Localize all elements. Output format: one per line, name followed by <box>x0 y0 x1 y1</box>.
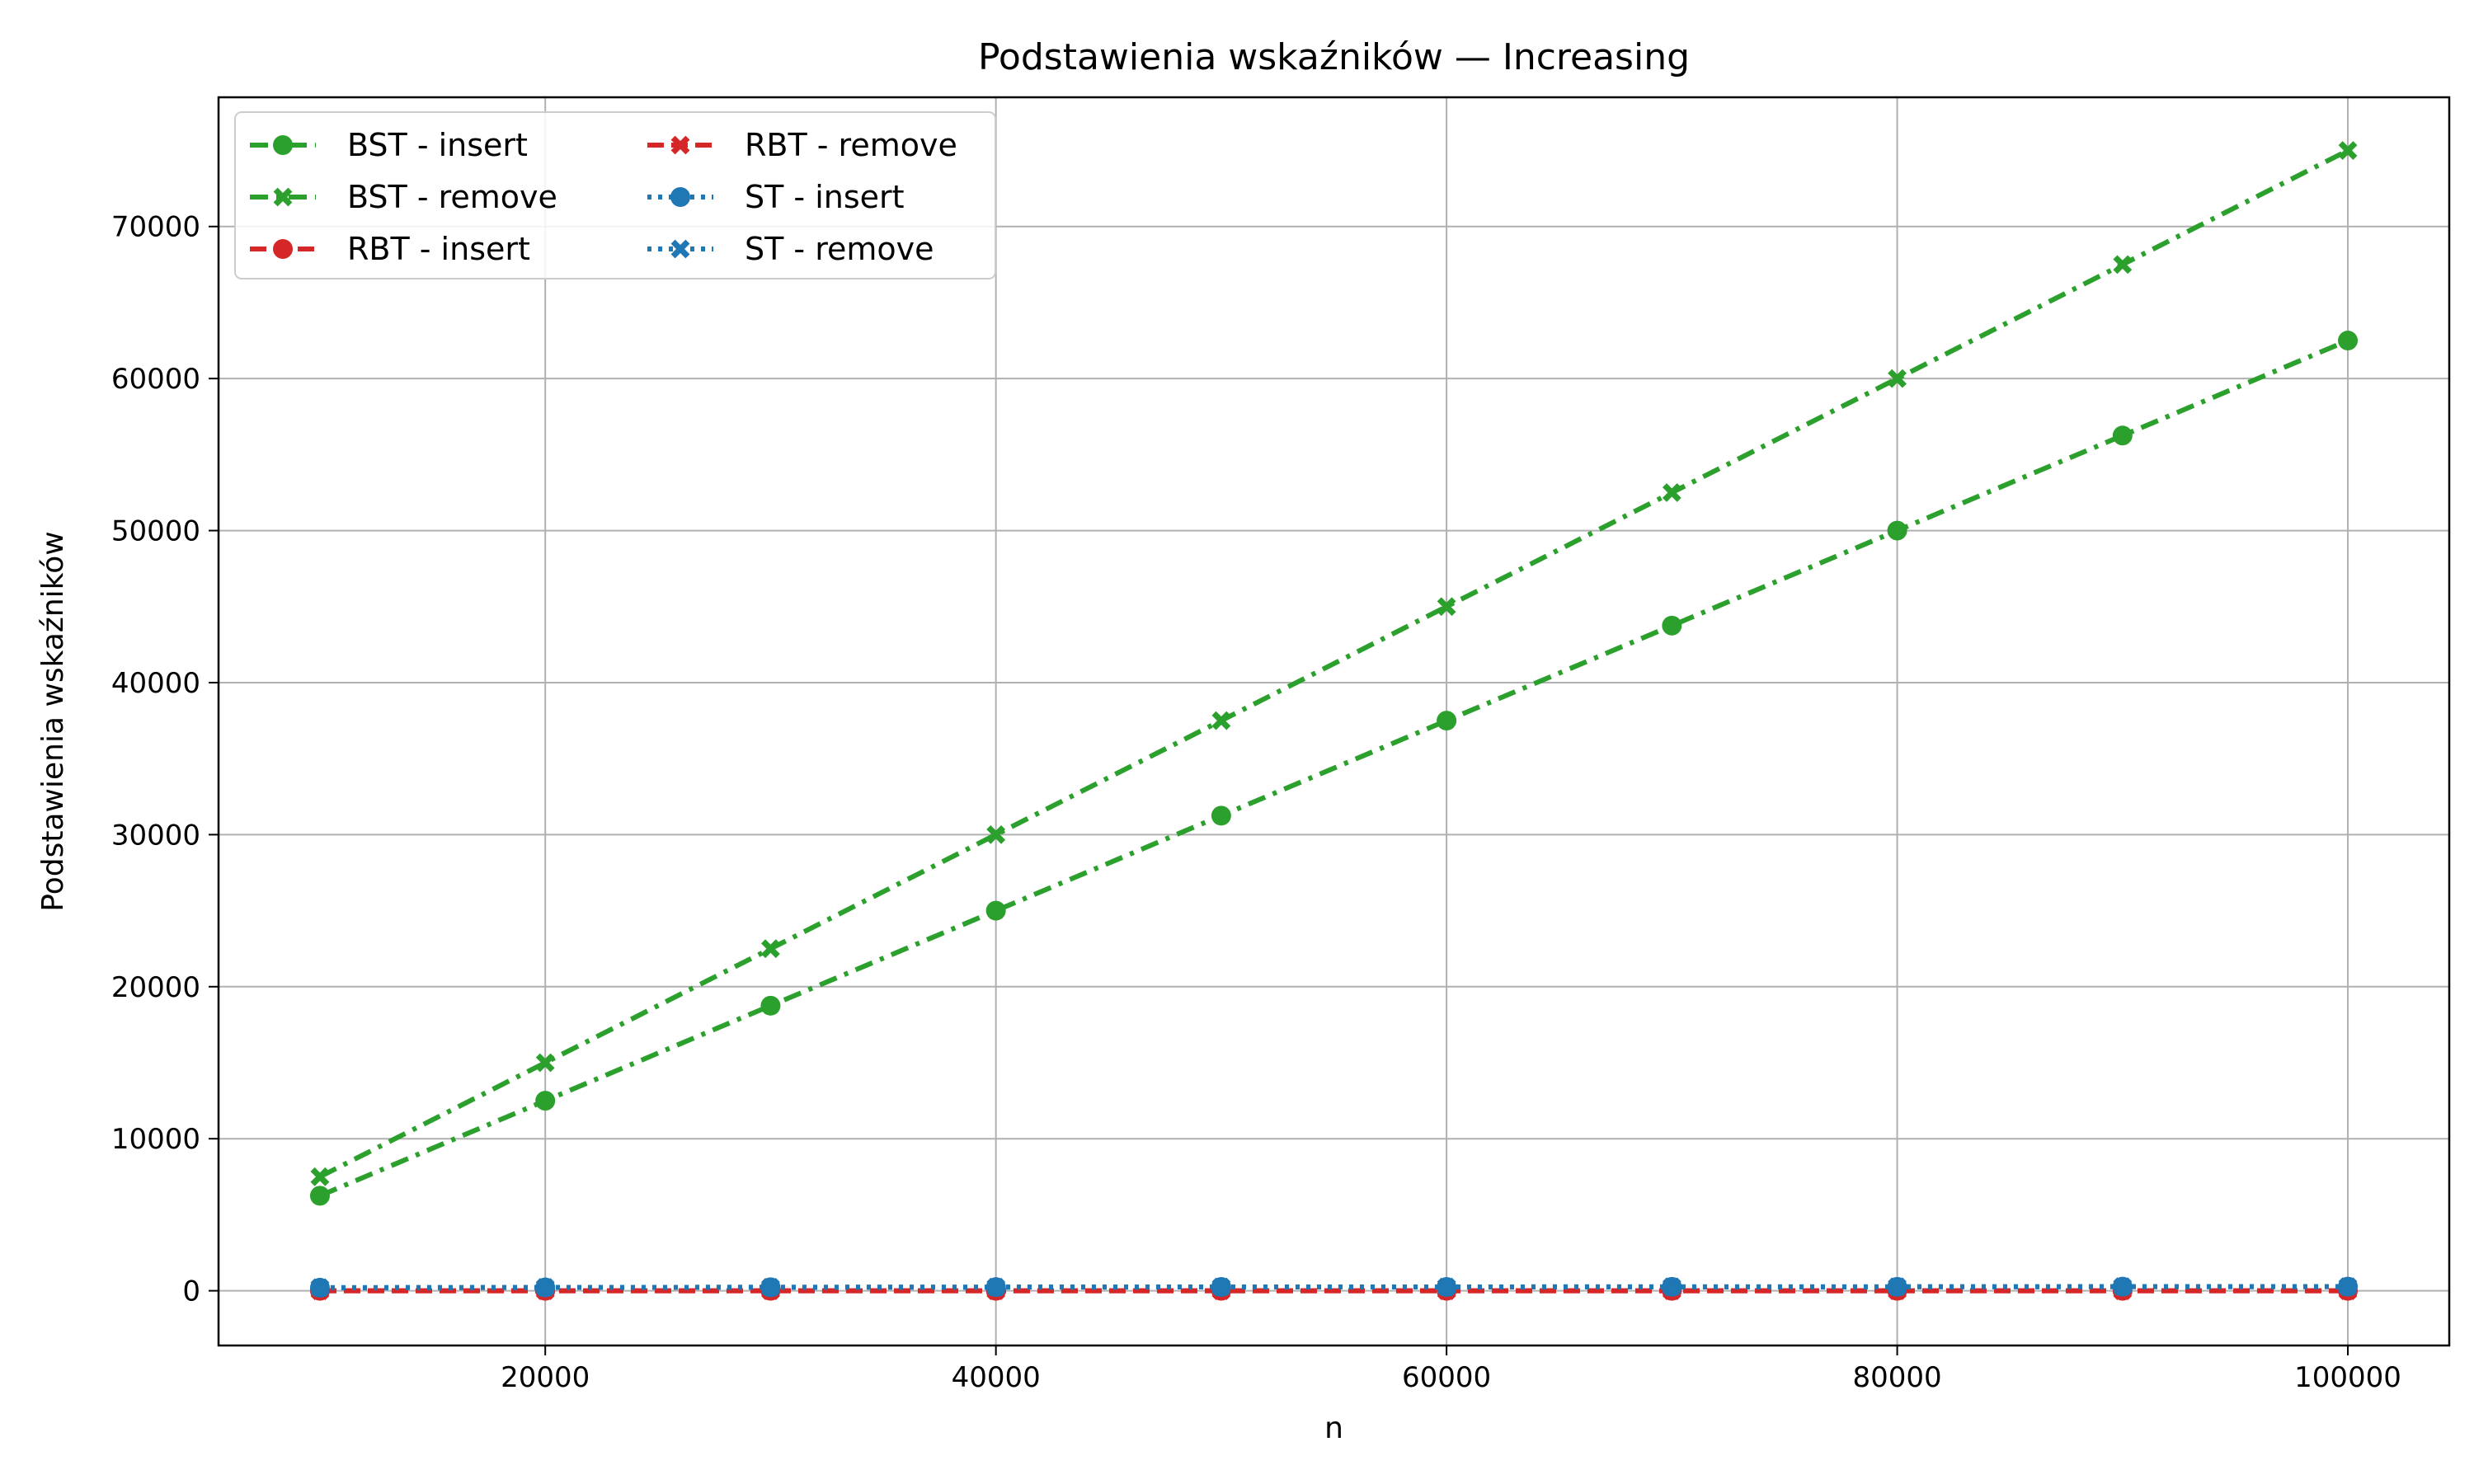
y-axis-title: Podstawienia wskaźników <box>36 531 70 911</box>
legend-marker <box>273 135 293 155</box>
data-point <box>1662 1277 1681 1297</box>
data-point <box>1211 711 1231 730</box>
legend-box <box>234 111 996 279</box>
legend-label: RBT - insert <box>347 231 530 267</box>
legend-item-st-remove: ST - remove <box>647 231 934 267</box>
y-tick-label: 30000 <box>111 819 200 852</box>
legend-marker <box>670 187 690 207</box>
data-point <box>1888 1277 1907 1297</box>
data-point <box>1662 615 1682 636</box>
data-point <box>2112 425 2133 446</box>
chart-title: Podstawienia wskaźników — Increasing <box>978 36 1690 78</box>
series-st-remove <box>310 1277 2358 1298</box>
legend-item-st-insert: ST - insert <box>647 179 905 215</box>
data-point <box>1662 483 1681 502</box>
data-point <box>761 1277 780 1297</box>
data-series <box>309 141 2359 1301</box>
y-tick-label: 10000 <box>111 1123 200 1156</box>
series-line <box>318 148 2349 1179</box>
x-tick-label: 80000 <box>1852 1361 1941 1394</box>
data-point <box>535 1053 555 1073</box>
legend-item-rbt-remove: RBT - remove <box>647 127 957 163</box>
y-tick-label: 50000 <box>111 515 200 548</box>
legend-label: ST - insert <box>745 179 905 215</box>
x-axis-title: n <box>1324 1411 1343 1445</box>
data-point <box>1437 711 1457 731</box>
y-tick-label: 0 <box>182 1275 200 1308</box>
y-tick-label: 60000 <box>111 363 200 396</box>
data-point <box>761 939 780 959</box>
data-point <box>310 1167 330 1186</box>
series-bst-insert <box>309 331 2359 1206</box>
y-tick-label: 20000 <box>111 971 200 1004</box>
data-point <box>986 1277 1006 1297</box>
legend-marker <box>670 239 690 259</box>
data-point <box>2113 255 2133 275</box>
data-point <box>310 1278 330 1298</box>
legend-marker <box>273 239 293 259</box>
legend-item-bst-remove: BST - remove <box>250 179 557 215</box>
x-tick-label: 60000 <box>1402 1361 1491 1394</box>
data-point <box>535 1278 555 1297</box>
data-point <box>2338 1277 2358 1297</box>
legend-item-bst-insert: BST - insert <box>250 127 528 163</box>
data-point <box>2338 141 2358 160</box>
data-point <box>309 1186 330 1206</box>
series-line <box>318 338 2349 1199</box>
legend-label: RBT - remove <box>745 127 957 163</box>
data-point <box>1888 369 1907 388</box>
data-point <box>760 995 781 1016</box>
legend: BST - insert BST - remove RBT - insert RBT … <box>234 111 996 279</box>
series-bst-remove <box>310 141 2358 1186</box>
data-point <box>1437 597 1456 617</box>
data-point <box>1437 1277 1456 1297</box>
data-point <box>986 824 1006 844</box>
data-point <box>985 900 1006 921</box>
legend-label: BST - remove <box>347 179 557 215</box>
legend-label: BST - insert <box>347 127 528 163</box>
data-point <box>1211 805 1231 826</box>
x-tick-label: 40000 <box>952 1361 1041 1394</box>
legend-marker <box>273 187 293 207</box>
legend-marker <box>670 135 690 155</box>
plot-frame <box>217 96 2451 1347</box>
x-tick-label: 20000 <box>501 1361 590 1394</box>
y-tick-label: 70000 <box>111 211 200 244</box>
data-point <box>535 1091 556 1111</box>
axis-ticks: 20000 40000 60000 80000 100000 0 10000 20000 300… <box>111 211 2401 1394</box>
data-point <box>2113 1277 2133 1297</box>
data-point <box>1887 520 1907 541</box>
legend-label: ST - remove <box>745 231 934 267</box>
legend-item-rbt-insert: RBT - insert <box>250 231 530 267</box>
data-point <box>1211 1277 1231 1297</box>
y-tick-label: 40000 <box>111 667 200 700</box>
x-tick-label: 100000 <box>2294 1361 2401 1394</box>
data-point <box>2338 331 2359 351</box>
